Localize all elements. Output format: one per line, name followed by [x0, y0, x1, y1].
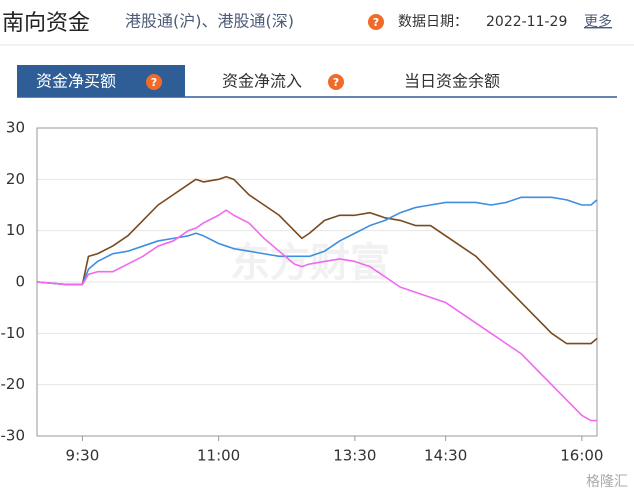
page-title: 南向资金 [2, 11, 90, 36]
help-icon[interactable] [368, 14, 384, 30]
x-tick-label: 13:30 [333, 447, 376, 465]
y-tick-label: -20 [1, 375, 26, 393]
line-series [36, 196, 598, 286]
subtitle: 港股通(沪)、港股通(深) [125, 12, 294, 31]
tab-label[interactable]: 当日资金余额 [404, 72, 500, 91]
y-tick-label: 10 [6, 221, 25, 239]
help-mark: ? [151, 76, 157, 89]
x-tick-label: 14:30 [424, 447, 467, 465]
line-series [36, 209, 597, 422]
y-tick-label: 30 [6, 119, 25, 137]
help-mark: ? [373, 16, 379, 29]
y-tick-label: 20 [6, 170, 25, 188]
help-icon[interactable] [328, 74, 344, 90]
x-tick-label: 11:00 [197, 447, 240, 465]
logo: 格隆汇 [586, 474, 628, 490]
watermark: 东方财富 [230, 240, 390, 286]
line-series [36, 175, 598, 345]
y-tick-label: -10 [1, 324, 26, 342]
date-label: 数据日期： [398, 14, 468, 30]
date: 2022-11-29 [486, 14, 567, 30]
help-mark: ? [333, 76, 339, 89]
y-tick-label: 0 [15, 273, 25, 291]
tab-label[interactable]: 资金净流入 [222, 72, 302, 91]
x-tick-label: 16:00 [560, 447, 603, 465]
more-link[interactable]: 更多 [584, 13, 612, 30]
plot: 30 20 10 0 -10 -20 -30 9:30 11:00 13:30 14:30 16:00 [1, 119, 604, 465]
tab-label[interactable]: 资金净买额 [36, 72, 116, 91]
y-tick-label: -30 [1, 427, 26, 445]
x-tick-label: 9:30 [66, 447, 100, 465]
help-icon[interactable] [146, 74, 162, 90]
